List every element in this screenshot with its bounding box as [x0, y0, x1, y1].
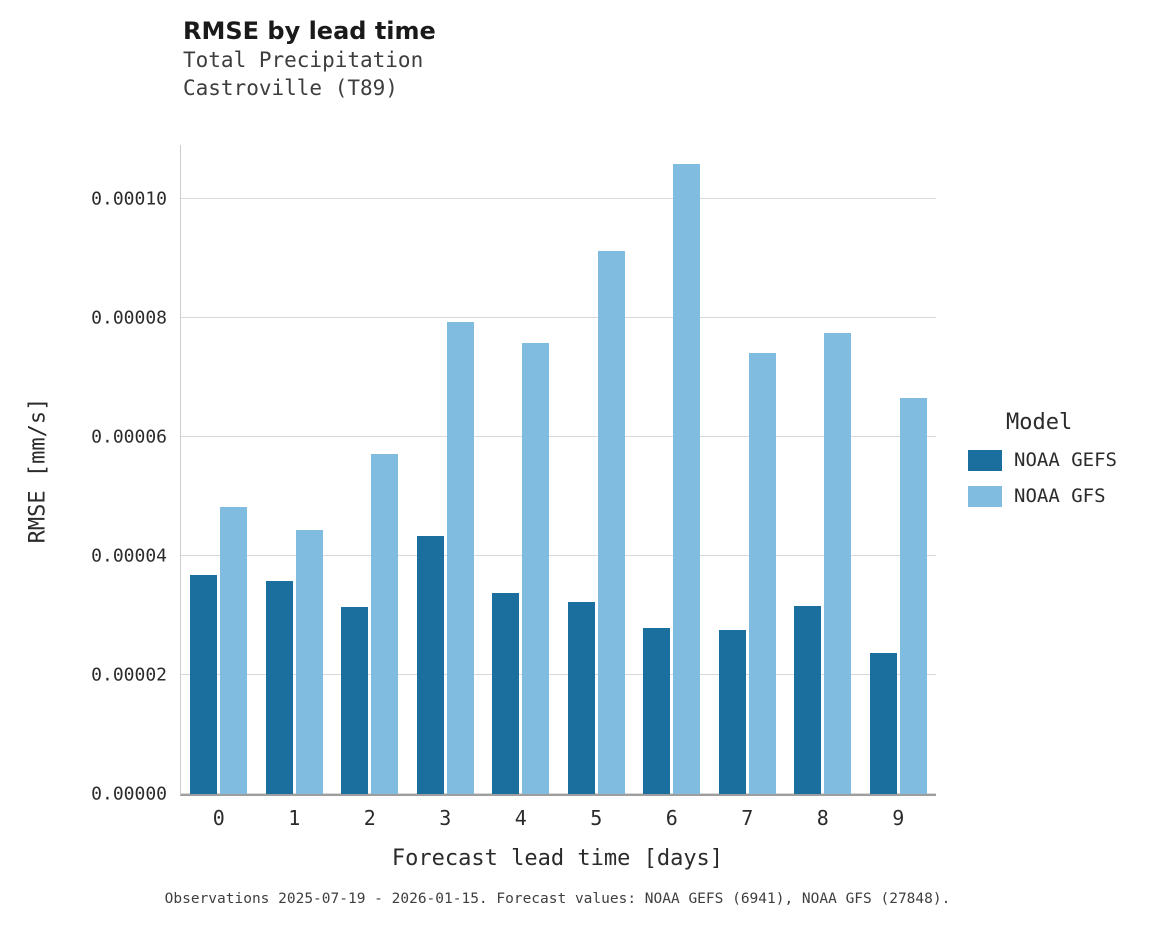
- bar-group-lead-7: 7: [710, 145, 786, 830]
- y-tick-label: 0.00004: [91, 545, 167, 567]
- x-tick-label: 5: [590, 806, 603, 830]
- bar-noaa-gfs-lead-2: [371, 454, 399, 794]
- bar-noaa-gefs-lead-1: [265, 580, 293, 794]
- bar-noaa-gefs-lead-9: [869, 653, 897, 794]
- bar-noaa-gfs-lead-4: [522, 342, 550, 794]
- legend-label: NOAA GFS: [1014, 485, 1106, 507]
- bar-noaa-gfs-lead-7: [748, 353, 776, 794]
- gridline: [181, 554, 936, 556]
- bar-noaa-gefs-lead-0: [190, 574, 218, 794]
- chart-title: RMSE by lead time: [183, 17, 436, 45]
- y-tick-label: 0.00010: [91, 188, 167, 210]
- gridline: [181, 793, 936, 794]
- plot-area: 0 1 2 3 4 5 6 7 8 9 0.00000 0.00002 0.00004 0.00006 0…: [91, 145, 937, 830]
- x-tick-label: 0: [212, 806, 225, 830]
- gridline: [181, 673, 936, 675]
- x-tick-label: 6: [665, 806, 678, 830]
- bar-noaa-gfs-lead-5: [597, 250, 625, 794]
- bar-group-lead-2: 2: [332, 145, 408, 830]
- legend-entry-noaa-gefs: NOAA GEFS: [968, 449, 1117, 471]
- bar-noaa-gefs-lead-7: [718, 630, 746, 794]
- legend-title: Model: [1006, 410, 1073, 435]
- y-tick-label: 0.00008: [91, 307, 167, 329]
- gridline: [181, 197, 936, 199]
- x-tick-label: 8: [816, 806, 829, 830]
- bar-noaa-gefs-lead-5: [567, 602, 595, 794]
- bar-group-lead-5: 5: [559, 145, 635, 830]
- bar-group-lead-1: 1: [257, 145, 333, 830]
- x-tick-label: 3: [439, 806, 452, 830]
- x-tick-label: 9: [892, 806, 905, 830]
- bar-noaa-gefs-lead-2: [341, 607, 369, 794]
- bar-noaa-gfs-lead-8: [824, 333, 852, 794]
- y-tick-label: 0.00000: [91, 783, 167, 805]
- bar-group-lead-0: 0: [181, 145, 257, 830]
- legend: Model NOAA GEFS NOAA GFS: [968, 410, 1117, 521]
- title-block: RMSE by lead time Total Precipitation Ca…: [183, 16, 436, 103]
- chart-subtitle-variable: Total Precipitation: [183, 48, 424, 72]
- x-axis-label: Forecast lead time [days]: [391, 846, 724, 871]
- bar-noaa-gfs-lead-3: [446, 322, 474, 794]
- chart-subtitle-location: Castroville (T89): [183, 76, 398, 101]
- bar-group-lead-8: 8: [785, 145, 861, 830]
- x-tick-label: 2: [363, 806, 376, 830]
- y-tick-label: 0.00006: [91, 426, 167, 448]
- legend-entry-noaa-gfs: NOAA GFS: [968, 485, 1117, 507]
- bar-group-lead-6: 6: [634, 145, 710, 830]
- gridline: [181, 316, 936, 318]
- y-axis-label: RMSE [mm/s]: [25, 397, 51, 544]
- x-tick-label: 7: [741, 806, 754, 830]
- y-tick-label: 0.00002: [91, 664, 167, 686]
- bar-noaa-gfs-lead-0: [220, 507, 248, 794]
- legend-swatch: [968, 485, 1002, 507]
- bar-noaa-gefs-lead-3: [416, 535, 444, 794]
- bar-groups: 0 1 2 3 4 5 6 7 8 9: [181, 145, 937, 830]
- gridline: [181, 435, 936, 437]
- x-tick-label: 4: [514, 806, 527, 830]
- bar-noaa-gfs-lead-9: [899, 398, 927, 794]
- bar-noaa-gefs-lead-8: [794, 605, 822, 794]
- legend-label: NOAA GEFS: [1014, 449, 1117, 471]
- bar-group-lead-9: 9: [861, 145, 937, 830]
- legend-swatch: [968, 449, 1002, 471]
- x-tick-label: 1: [288, 806, 301, 830]
- caption: Observations 2025-07-19 - 2026-01-15. Fo…: [164, 891, 951, 907]
- bar-noaa-gfs-lead-6: [673, 164, 701, 794]
- bar-noaa-gfs-lead-1: [295, 530, 323, 794]
- bar-noaa-gefs-lead-6: [643, 628, 671, 794]
- bar-noaa-gefs-lead-4: [492, 593, 520, 794]
- bar-group-lead-4: 4: [483, 145, 559, 830]
- bar-group-lead-3: 3: [408, 145, 484, 830]
